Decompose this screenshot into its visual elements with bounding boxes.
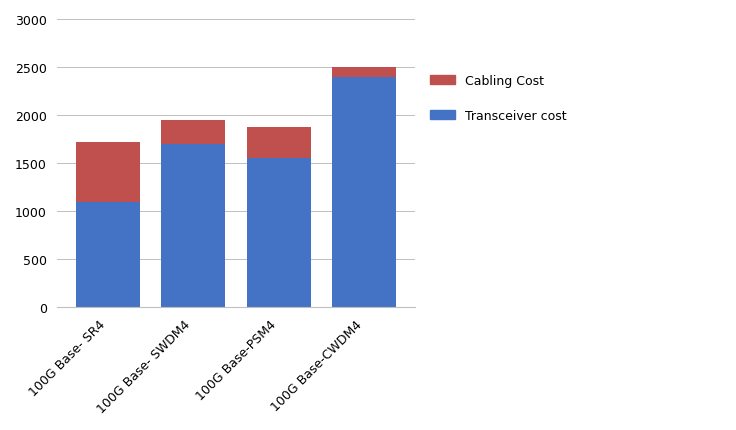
Bar [76, 202, 140, 308]
Legend: Cabling Cost, Transceiver cost: Cabling Cost, Transceiver cost [425, 69, 572, 128]
Bar [247, 159, 311, 308]
Bar [76, 143, 140, 202]
Bar [332, 68, 396, 77]
Bar [247, 127, 311, 159]
Bar [161, 121, 225, 144]
Bar [332, 77, 396, 308]
Bar [161, 144, 225, 308]
